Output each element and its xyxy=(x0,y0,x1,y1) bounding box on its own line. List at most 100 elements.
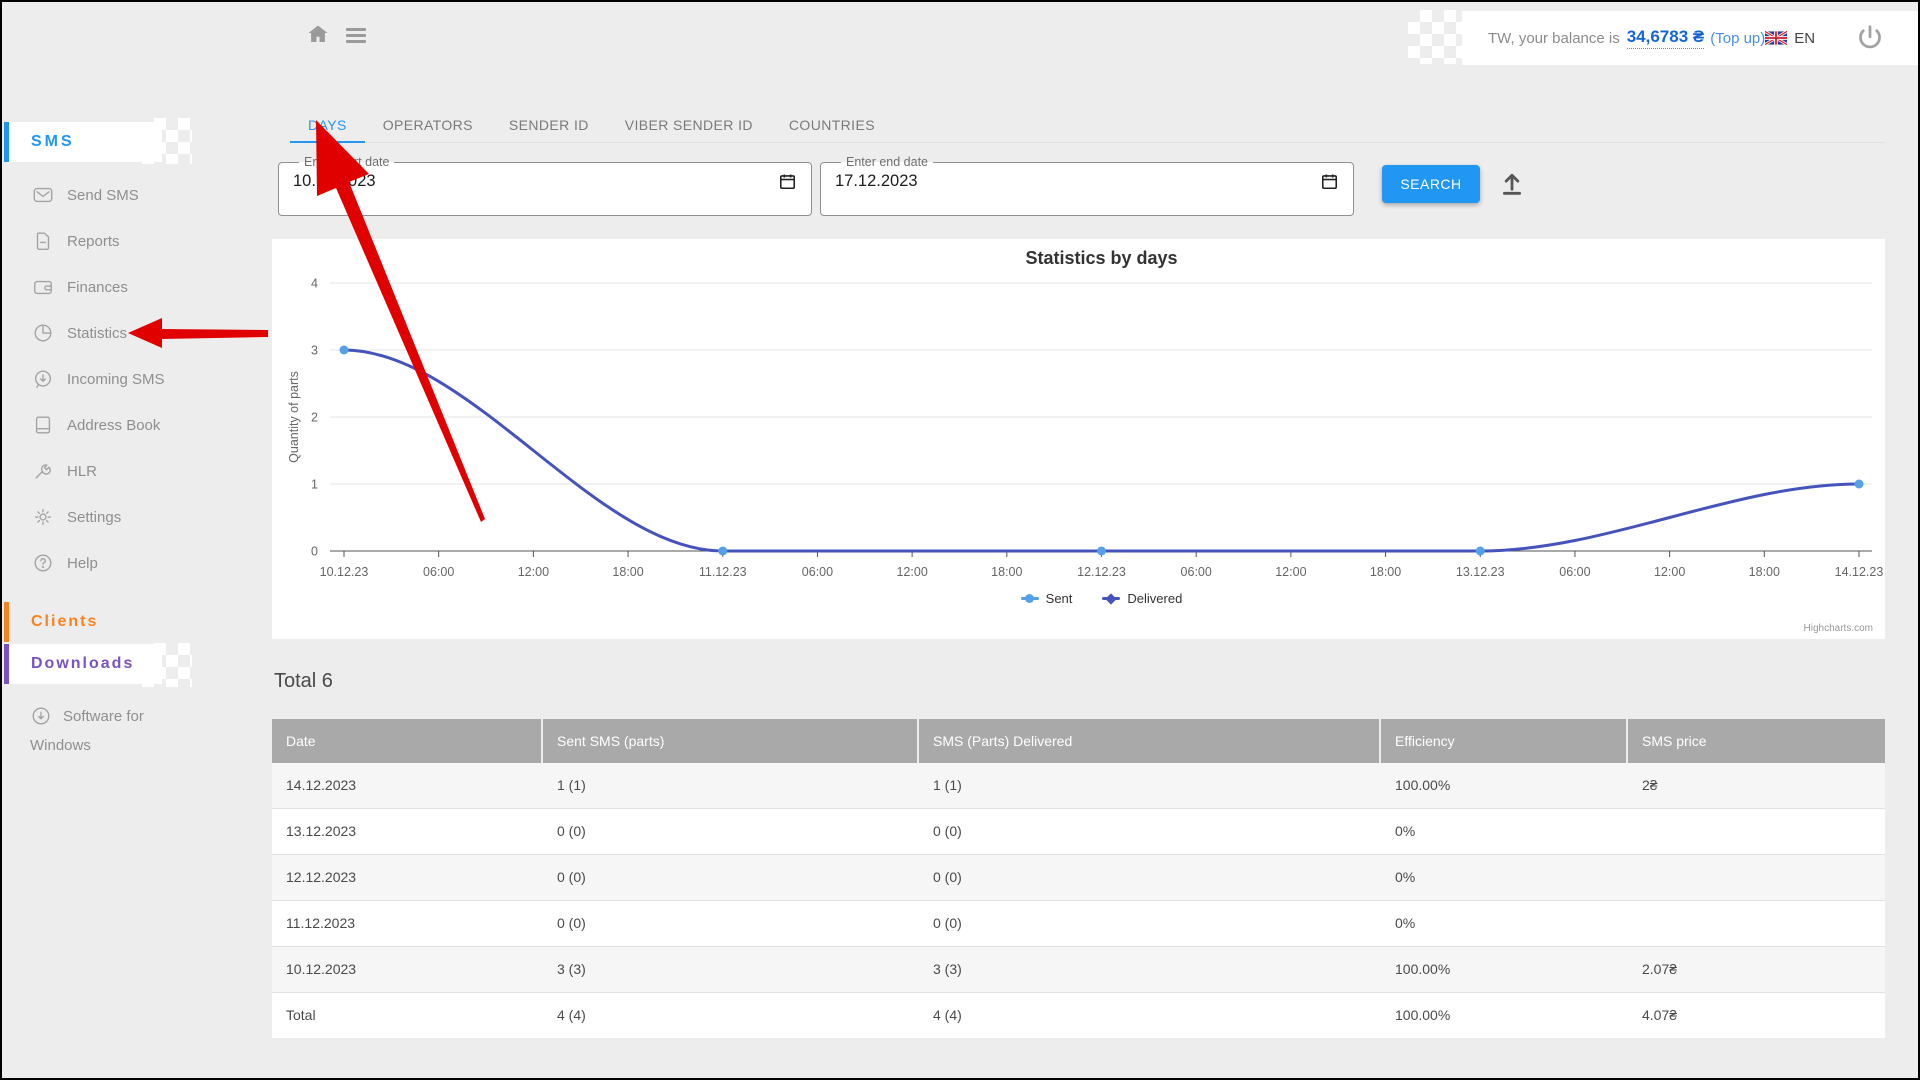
cell-date: 13.12.2023 xyxy=(272,809,543,854)
sidebar-section-clients[interactable]: Clients xyxy=(4,602,162,642)
tab-viber-sender-id[interactable]: VIBER SENDER ID xyxy=(607,108,771,142)
svg-text:12:00: 12:00 xyxy=(896,565,927,579)
svg-text:4: 4 xyxy=(311,277,318,291)
export-button[interactable] xyxy=(1498,170,1526,198)
table-row: 14.12.2023 1 (1) 1 (1) 100.00% 2₴ xyxy=(272,763,1885,808)
table-body: 14.12.2023 1 (1) 1 (1) 100.00% 2₴ 13.12.… xyxy=(272,763,1885,1038)
cell-efficiency: 100.00% xyxy=(1381,993,1628,1038)
cell-date: 11.12.2023 xyxy=(272,901,543,946)
cell-price: 2.07₴ xyxy=(1628,947,1885,992)
statistics-line-chart: 0123410.12.2306:0012:0018:0011.12.2306:0… xyxy=(272,239,1885,639)
table-row: 10.12.2023 3 (3) 3 (3) 100.00% 2.07₴ xyxy=(272,946,1885,992)
tab-label: VIBER SENDER ID xyxy=(625,117,753,133)
sidebar-section-downloads[interactable]: Downloads xyxy=(4,644,162,684)
svg-text:06:00: 06:00 xyxy=(802,565,833,579)
svg-text:2: 2 xyxy=(311,411,318,425)
legend-item-sent[interactable]: Sent xyxy=(1021,591,1073,606)
app-root: TW, your balance is 34,6783 ₴ (Top up) E… xyxy=(0,0,1920,1080)
tab-label: OPERATORS xyxy=(383,117,473,133)
svg-text:10.12.23: 10.12.23 xyxy=(320,565,369,579)
tab-countries[interactable]: COUNTRIES xyxy=(771,108,893,142)
delivered-marker-icon xyxy=(1102,597,1120,600)
cell-price xyxy=(1628,901,1885,946)
statistics-tabs: DAYS OPERATORS SENDER ID VIBER SENDER ID… xyxy=(290,108,1885,143)
statistics-chart-card: Statistics by days Quantity of parts 012… xyxy=(272,239,1885,639)
table-row: 13.12.2023 0 (0) 0 (0) 0% xyxy=(272,808,1885,854)
cell-delivered: 0 (0) xyxy=(919,901,1381,946)
cell-sent: 0 (0) xyxy=(543,855,919,900)
calendar-icon[interactable] xyxy=(778,172,797,191)
sidebar-section-sms[interactable]: SMS xyxy=(4,122,162,162)
legend-item-delivered[interactable]: Delivered xyxy=(1102,591,1182,606)
sidebar-item-label: Reports xyxy=(67,233,120,250)
gear-icon xyxy=(32,506,54,528)
svg-text:18:00: 18:00 xyxy=(991,565,1022,579)
incoming-bubble-icon xyxy=(32,368,54,390)
home-icon[interactable] xyxy=(306,22,330,46)
svg-text:18:00: 18:00 xyxy=(612,565,643,579)
svg-text:12:00: 12:00 xyxy=(1654,565,1685,579)
tab-days[interactable]: DAYS xyxy=(290,108,365,142)
statistics-table: Date Sent SMS (parts) SMS (Parts) Delive… xyxy=(272,719,1885,1038)
sidebar-item-statistics[interactable]: Statistics xyxy=(32,310,127,356)
tab-label: COUNTRIES xyxy=(789,117,875,133)
logout-button[interactable] xyxy=(1855,23,1885,53)
balance-amount[interactable]: 34,6783 ₴ xyxy=(1627,27,1705,49)
svg-text:18:00: 18:00 xyxy=(1749,565,1780,579)
start-date-value[interactable]: 10.12.2023 xyxy=(293,172,376,191)
table-row: 12.12.2023 0 (0) 0 (0) 0% xyxy=(272,854,1885,900)
sidebar-item-label: Finances xyxy=(67,279,128,296)
cell-delivered: 3 (3) xyxy=(919,947,1381,992)
svg-text:0: 0 xyxy=(311,545,318,559)
end-date-value[interactable]: 17.12.2023 xyxy=(835,172,918,191)
svg-text:18:00: 18:00 xyxy=(1370,565,1401,579)
cell-efficiency: 0% xyxy=(1381,809,1628,854)
cell-efficiency: 100.00% xyxy=(1381,947,1628,992)
sidebar-item-settings[interactable]: Settings xyxy=(32,494,121,540)
svg-text:06:00: 06:00 xyxy=(1181,565,1212,579)
svg-text:06:00: 06:00 xyxy=(423,565,454,579)
cell-sent: 0 (0) xyxy=(543,809,919,854)
cell-sent: 3 (3) xyxy=(543,947,919,992)
sidebar-item-label: Settings xyxy=(67,509,121,526)
uk-flag-icon xyxy=(1765,31,1787,45)
svg-text:1: 1 xyxy=(311,478,318,492)
sidebar-item-address-book[interactable]: Address Book xyxy=(32,402,160,448)
cell-date: 10.12.2023 xyxy=(272,947,543,992)
tab-sender-id[interactable]: SENDER ID xyxy=(491,108,607,142)
sidebar-item-label: Address Book xyxy=(67,417,160,434)
sidebar-item-incoming-sms[interactable]: Incoming SMS xyxy=(32,356,165,402)
sidebar-item-software-for-windows[interactable]: Software for Windows xyxy=(30,702,200,760)
sidebar-item-reports[interactable]: Reports xyxy=(32,218,120,264)
tab-operators[interactable]: OPERATORS xyxy=(365,108,491,142)
cell-efficiency: 0% xyxy=(1381,901,1628,946)
balance-prefix: TW, your balance is xyxy=(1488,30,1620,47)
calendar-icon[interactable] xyxy=(1320,172,1339,191)
cell-price xyxy=(1628,809,1885,854)
cell-delivered: 0 (0) xyxy=(919,855,1381,900)
start-date-field[interactable]: Enter start date 10.12.2023 xyxy=(278,156,812,216)
highcharts-credit[interactable]: Highcharts.com xyxy=(1804,623,1873,634)
start-date-label: Enter start date xyxy=(299,156,394,169)
download-icon xyxy=(30,705,52,727)
table-header-row: Date Sent SMS (parts) SMS (Parts) Delive… xyxy=(272,719,1885,763)
pie-chart-icon xyxy=(32,322,54,344)
table-total-title: Total 6 xyxy=(274,670,333,693)
file-icon xyxy=(32,230,54,252)
sidebar-item-send-sms[interactable]: Send SMS xyxy=(32,172,139,218)
end-date-field[interactable]: Enter end date 17.12.2023 xyxy=(820,156,1354,216)
search-button[interactable]: SEARCH xyxy=(1382,165,1480,203)
language-selector[interactable]: EN xyxy=(1765,30,1815,47)
sidebar-item-finances[interactable]: Finances xyxy=(32,264,128,310)
sms-header-label: SMS xyxy=(31,133,75,151)
cell-efficiency: 100.00% xyxy=(1381,763,1628,808)
menu-icon[interactable] xyxy=(346,28,366,46)
legend-label: Delivered xyxy=(1127,591,1182,606)
cell-date: 12.12.2023 xyxy=(272,855,543,900)
wrench-icon xyxy=(32,460,54,482)
sidebar-item-hlr[interactable]: HLR xyxy=(32,448,97,494)
tab-label: SENDER ID xyxy=(509,117,589,133)
column-header-efficiency: Efficiency xyxy=(1381,719,1628,763)
sidebar-item-help[interactable]: Help xyxy=(32,540,98,586)
topup-link[interactable]: (Top up) xyxy=(1710,30,1765,47)
